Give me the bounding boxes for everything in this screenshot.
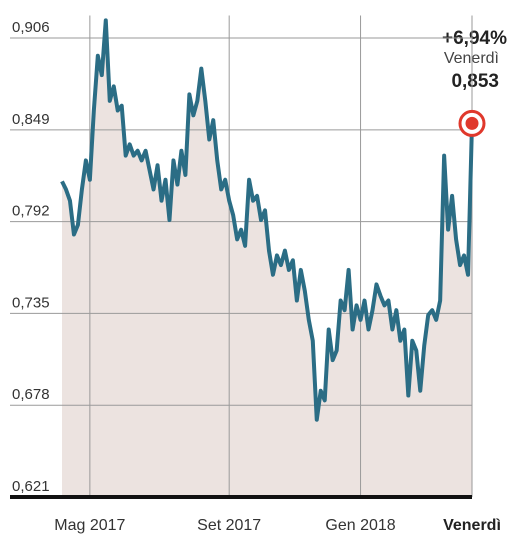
- y-tick-label: 0,849: [12, 111, 50, 128]
- line: [60, 18, 474, 422]
- area-fill: [62, 20, 472, 497]
- y-tick-label: 0,735: [12, 294, 50, 311]
- x-tick-label: Mag 2017: [54, 517, 125, 534]
- day-label: Venerdì: [444, 50, 499, 67]
- change-label: +6,94%: [442, 28, 507, 49]
- y-tick-label: 0,621: [12, 478, 50, 495]
- y-tick-label: 0,792: [12, 203, 50, 220]
- x-tick-label: Set 2017: [197, 517, 261, 534]
- x-tick-label: Gen 2018: [325, 517, 395, 534]
- y-tick-label: 0,678: [12, 386, 50, 403]
- y-tick-label: 0,906: [12, 19, 50, 36]
- x-tick-label: Venerdì: [443, 517, 501, 534]
- last-point: [465, 116, 479, 130]
- value-label: 0,853: [451, 71, 499, 92]
